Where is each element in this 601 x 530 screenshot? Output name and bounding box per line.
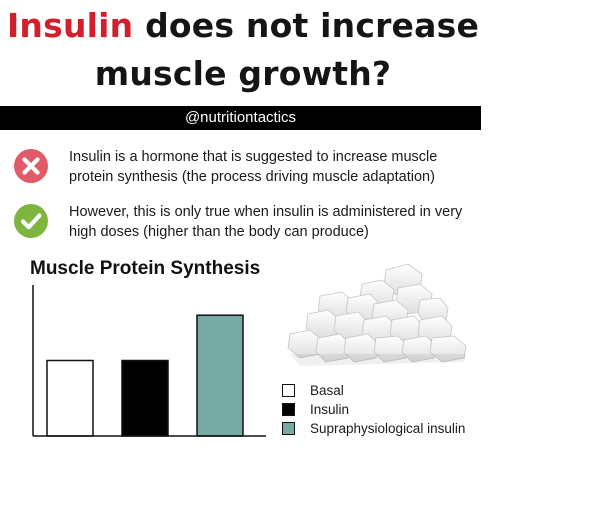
page-title: Insulin does not increase muscle growth? bbox=[0, 2, 486, 98]
legend-label-insulin: Insulin bbox=[310, 402, 350, 417]
title-highlight: Insulin bbox=[6, 6, 134, 45]
title-line-1: Insulin does not increase bbox=[0, 2, 486, 50]
check-icon bbox=[14, 204, 48, 238]
point-fact-text: However, this is only true when insulin … bbox=[69, 204, 463, 240]
handle-text: @nutritiontactics bbox=[184, 109, 297, 126]
bar-insulin bbox=[121, 359, 169, 437]
bar-supraphysiological-insulin bbox=[196, 314, 244, 437]
legend-swatch-basal bbox=[282, 384, 295, 397]
handle-banner: @nutritiontactics bbox=[0, 106, 481, 130]
point-claim: Insulin is a hormone that is suggested t… bbox=[12, 147, 482, 193]
sugar-cubes-icon bbox=[287, 263, 467, 366]
bar-chart bbox=[32, 285, 266, 437]
point-claim-text: Insulin is a hormone that is suggested t… bbox=[69, 149, 438, 185]
bars-layer bbox=[46, 314, 244, 437]
legend-label-basal: Basal bbox=[310, 383, 344, 398]
bar-basal bbox=[46, 359, 94, 437]
legend-label-supraphysiological: Supraphysiological insulin bbox=[310, 421, 466, 436]
title-line-1-rest: does not increase bbox=[133, 6, 480, 45]
legend-swatch-supraphysiological bbox=[282, 422, 295, 435]
chart-title: Muscle Protein Synthesis bbox=[30, 258, 261, 279]
point-fact: However, this is only true when insulin … bbox=[12, 202, 482, 248]
title-line-2: muscle growth? bbox=[94, 54, 392, 93]
legend-swatch-insulin bbox=[282, 403, 295, 416]
cross-icon bbox=[14, 149, 48, 183]
